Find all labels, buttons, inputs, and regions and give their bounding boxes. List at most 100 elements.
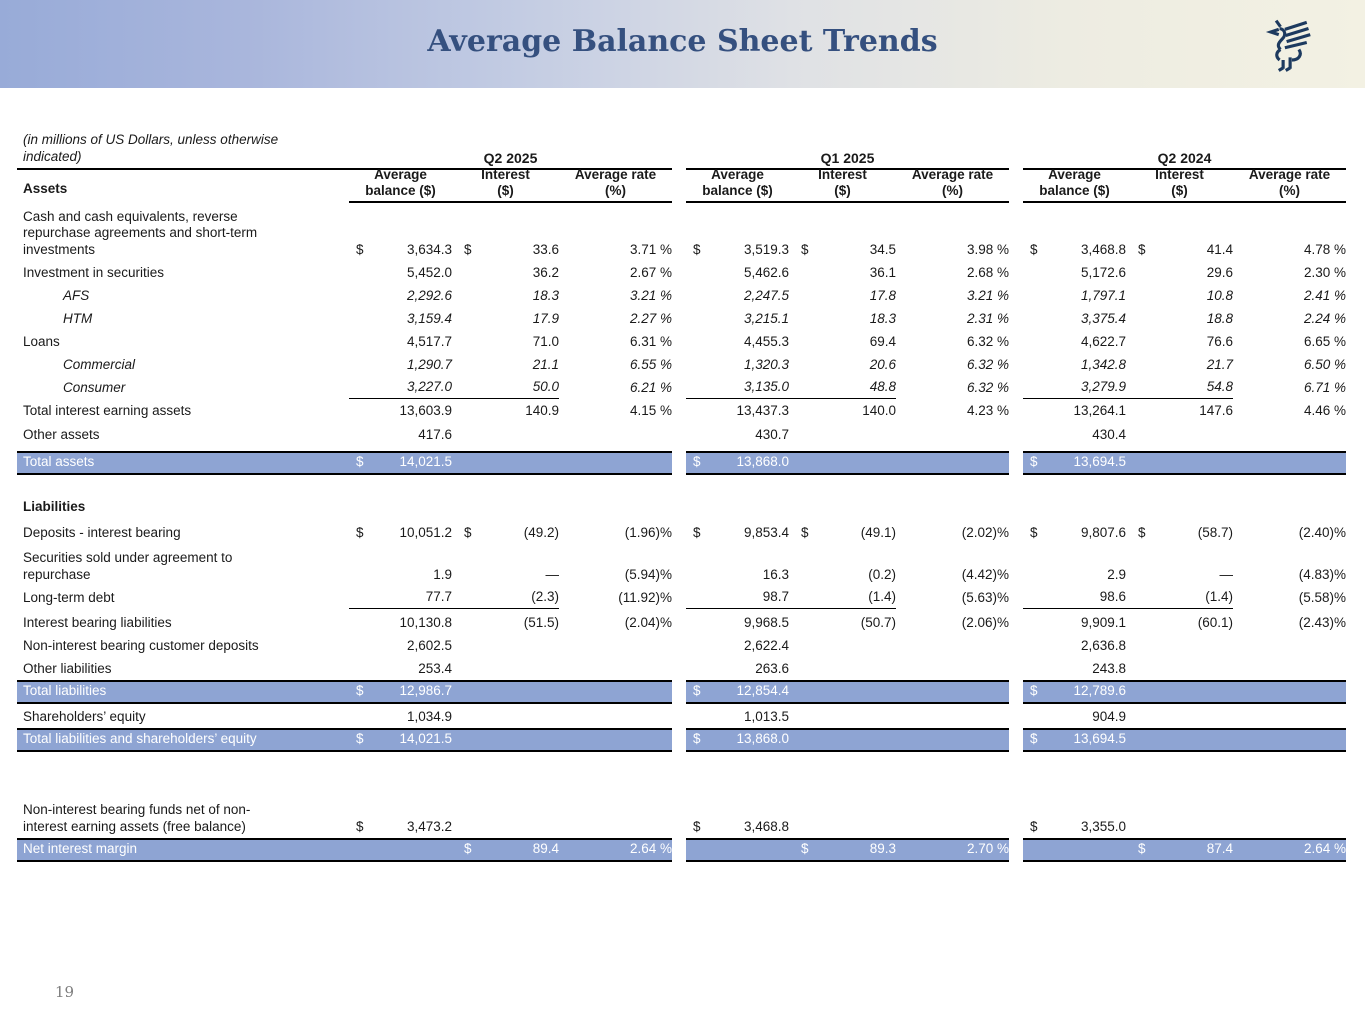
period-cell-group: 1,342.8 21.7 6.50 %: [1023, 353, 1346, 376]
period-cell-group: 1,290.7 21.1 6.55 %: [349, 353, 672, 376]
cell-average-rate: 4.78 %: [1233, 203, 1346, 261]
balance-value: 1,290.7: [406, 356, 452, 372]
balance-value: 2.9: [1107, 566, 1126, 582]
table-row-other-assets: Other assets 417.6 430.7 430.4: [17, 422, 1346, 446]
column-group-gap: [672, 399, 686, 422]
row-label-cell: Investment in securities: [17, 261, 349, 284]
cell-average-balance: 243.8: [1023, 657, 1126, 680]
interest-value: 89.4: [532, 840, 559, 856]
cell-average-rate: [1233, 634, 1346, 657]
cell-average-rate: 6.50 %: [1233, 353, 1346, 376]
cell-average-rate: [1233, 422, 1346, 446]
cell-interest: (0.2): [789, 544, 896, 586]
dollar-sign: $: [1030, 818, 1038, 834]
cell-interest: $89.4: [452, 840, 559, 860]
cell-average-balance: 2,292.6: [349, 284, 452, 307]
period-cell-group: 13,437.3 140.0 4.23 %: [686, 399, 1009, 422]
period-cell-group: 4,455.3 69.4 6.32 %: [686, 330, 1009, 353]
row-label-cell: Commercial: [17, 353, 349, 376]
cell-average-rate: 4.15 %: [559, 399, 672, 422]
row-label: Commercial: [63, 356, 136, 372]
cell-interest: 54.8: [1126, 376, 1233, 398]
column-group-gap: [672, 130, 686, 170]
column-group-gap: [1009, 376, 1023, 399]
balance-value: 3,519.3: [743, 241, 789, 257]
row-label: Liabilities: [23, 498, 86, 514]
interest-value: (50.7): [860, 614, 896, 630]
rate-value: 6.21 %: [629, 379, 672, 395]
cell-interest: (51.5): [452, 609, 559, 634]
period-cell-group: 5,462.6 36.1 2.68 %: [686, 261, 1009, 284]
header-interest: Interest ($): [1155, 167, 1204, 198]
row-label-cell: Shareholders’ equity: [17, 704, 349, 728]
cell-average-rate: [896, 657, 1009, 680]
cell-average-balance: 3,375.4: [1023, 307, 1126, 330]
cell-average-rate: (2.02)%: [896, 518, 1009, 544]
balance-value: 9,853.4: [743, 524, 789, 540]
cell-interest: [789, 657, 896, 680]
dollar-sign: $: [464, 524, 472, 540]
cell-average-rate: [896, 422, 1009, 446]
balance-value: 12,789.6: [1073, 682, 1126, 698]
cell-average-balance: $10,051.2: [349, 518, 452, 544]
balance-value: 430.7: [755, 426, 789, 442]
dollar-sign: $: [1138, 524, 1146, 540]
cell-average-rate: [896, 798, 1009, 838]
header-average-balance: Average balance ($): [702, 167, 773, 198]
cell-interest: 36.2: [452, 261, 559, 284]
balance-interest-cells: 5,462.6 36.1: [686, 261, 896, 284]
row-label-cell: HTM: [17, 307, 349, 330]
cell-average-rate: [559, 634, 672, 657]
column-group-gap: [672, 284, 686, 307]
period-cell-group: 9,909.1 (60.1) (2.43)%: [1023, 609, 1346, 634]
cell-average-rate: [559, 657, 672, 680]
interest-value: (1.4): [868, 588, 896, 604]
table-row-interest-bearing-liabilities: Interest bearing liabilities 10,130.8 (51.…: [17, 609, 1346, 634]
balance-value: 2,636.8: [1080, 637, 1126, 653]
period-cell-group: [349, 494, 672, 518]
balance-value: 5,172.6: [1080, 264, 1126, 280]
interest-value: 17.8: [869, 287, 896, 303]
cell-interest: 21.7: [1126, 353, 1233, 376]
header-average-balance: Average balance ($): [1039, 167, 1110, 198]
dollar-sign: $: [801, 241, 809, 257]
period-cell-group: $13,868.0: [686, 728, 1009, 752]
cell-average-rate: [559, 453, 672, 473]
table-row-total-assets: Total assets $14,021.5 $13,868.0 $13,694.5: [17, 451, 1346, 475]
table-row-net-interest-margin: Net interest margin $89.4 2.64 % $89.3 2.70 …: [17, 838, 1346, 862]
balance-value: 16.3: [762, 566, 789, 582]
table-row-investment-in-securities: Investment in securities 5,452.0 36.2 2.67 …: [17, 261, 1346, 284]
cell-interest: 76.6: [1126, 330, 1233, 353]
rate-value: (2.43)%: [1298, 614, 1346, 630]
balance-interest-cells: 1,797.1 10.8: [1023, 284, 1233, 307]
balance-table: (in millions of US Dollars, unless other…: [17, 130, 1346, 862]
cell-average-balance: 5,462.6: [686, 261, 789, 284]
dollar-sign: $: [1030, 241, 1038, 257]
interest-value: 48.8: [869, 378, 896, 394]
griffin-wing-stripe: [1284, 40, 1308, 50]
balance-interest-cells: 2,622.4: [686, 634, 896, 657]
period-cell-group: 3,227.0 50.0 6.21 %: [349, 376, 672, 399]
interest-value: (51.5): [523, 614, 559, 630]
interest-value: 140.9: [525, 402, 559, 418]
balance-interest-cells: 9,909.1 (60.1): [1023, 609, 1233, 634]
cell-average-rate: (4.42)%: [896, 544, 1009, 586]
period-cell-group: 417.6: [349, 422, 672, 446]
interest-value: —: [545, 566, 560, 582]
column-group-gap: [672, 494, 686, 518]
balance-value: 3,215.1: [743, 310, 789, 326]
cell-interest: 10.8: [1126, 284, 1233, 307]
balance-value: 5,452.0: [406, 264, 452, 280]
interest-value: 34.5: [869, 241, 896, 257]
cell-average-balance: $3,634.3: [349, 203, 452, 261]
dollar-sign: $: [801, 524, 809, 540]
balance-value: 2,602.5: [406, 637, 452, 653]
period-cell-group: 253.4: [349, 657, 672, 680]
rate-value: 2.70 %: [966, 840, 1009, 856]
row-label: Other liabilities: [23, 660, 112, 676]
cell-average-rate: (2.43)%: [1233, 609, 1346, 634]
cell-average-balance: 4,455.3: [686, 330, 789, 353]
interest-value: 50.0: [532, 378, 559, 394]
period-cell-group: $12,854.4: [686, 680, 1009, 704]
cell-average-rate: 2.68 %: [896, 261, 1009, 284]
